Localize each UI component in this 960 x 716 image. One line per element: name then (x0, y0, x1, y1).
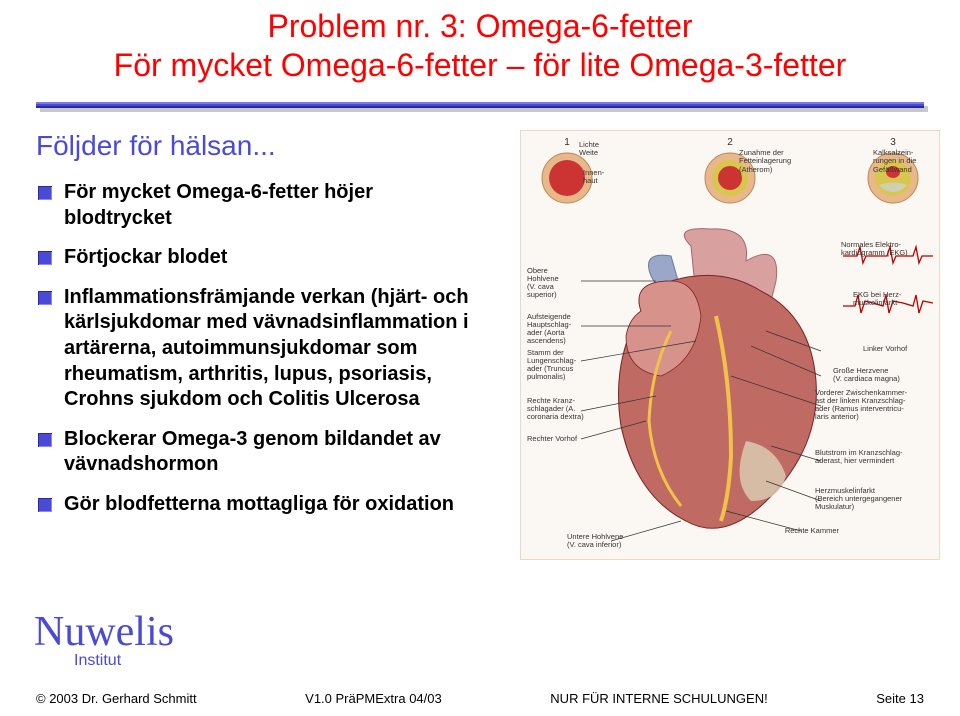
diagram-label: AufsteigendeHauptschlag-ader (Aortaascen… (527, 313, 587, 345)
diagram-label: Zunahme derFetteinlagerung(Atherom) (739, 149, 809, 174)
diagram-label: Blutstrom im Kranzschlag-aderast, hier v… (815, 449, 933, 465)
subtitle: Följder för hälsan... (36, 130, 512, 162)
footer: © 2003 Dr. Gerhard Schmitt V1.0 PräPMExt… (0, 691, 960, 706)
diagram-label: ObereHohlvene(V. cavasuperior) (527, 267, 581, 299)
footer-note: NUR FÜR INTERNE SCHULUNGEN! (550, 691, 767, 706)
diagram-label: Normales Elektro-kardiogramm (EKG) (841, 241, 933, 257)
diagram-label: Linker Vorhof (863, 345, 933, 353)
list-item: För mycket Omega-6-fetter höjer blodtryc… (36, 180, 476, 231)
footer-copyright: © 2003 Dr. Gerhard Schmitt (36, 691, 197, 706)
artery-num: 3 (853, 137, 933, 148)
diagram-label: Rechte Kammer (785, 527, 839, 535)
logo-name: Nuwelis (34, 608, 174, 656)
footer-page: Seite 13 (876, 691, 924, 706)
diagram-label: Rechter Vorhof (527, 435, 577, 443)
heart-diagram: 1 2 3 (520, 130, 940, 560)
diagram-label: Rechte Kranz-schlagader (A.coronaria dex… (527, 397, 591, 421)
list-item: Blockerar Omega-3 genom bildandet av väv… (36, 427, 476, 478)
diagram-label: Innen-haut (583, 169, 604, 186)
artery-num: 2 (690, 137, 770, 148)
diagram-label: Vorderer Zwischenkammer-ast der linken K… (815, 389, 933, 421)
logo: Nuwelis Institut (34, 608, 174, 670)
diagram-label: EKG bei Herz-muskelinfarkt (853, 291, 933, 307)
diagram-label: LichteWeite (579, 141, 599, 158)
diagram-label: Herzmuskelinfarkt(Bereich untergegangene… (815, 487, 933, 511)
diagram-label: Kalksalzein-rungen in dieGefäßwand (873, 149, 937, 174)
diagram-label: Untere Hohlvene(V. cava inferior) (567, 533, 647, 549)
list-item: Gör blodfetterna mottagliga för oxidatio… (36, 492, 476, 518)
list-item: Förtjockar blodet (36, 245, 476, 271)
diagram-label: Stamm derLungenschlag-ader (Truncuspulmo… (527, 349, 591, 381)
bullet-list: För mycket Omega-6-fetter höjer blodtryc… (36, 180, 512, 518)
title-line-1: Problem nr. 3: Omega-6-fetter (0, 8, 960, 45)
list-item: Inflammationsfrämjande verkan (hjärt- oc… (36, 285, 476, 413)
diagram-label: Große Herzvene(V. cardiaca magna) (833, 367, 933, 383)
footer-version: V1.0 PräPMExtra 04/03 (305, 691, 442, 706)
title-line-2: För mycket Omega-6-fetter – för lite Ome… (0, 47, 960, 84)
